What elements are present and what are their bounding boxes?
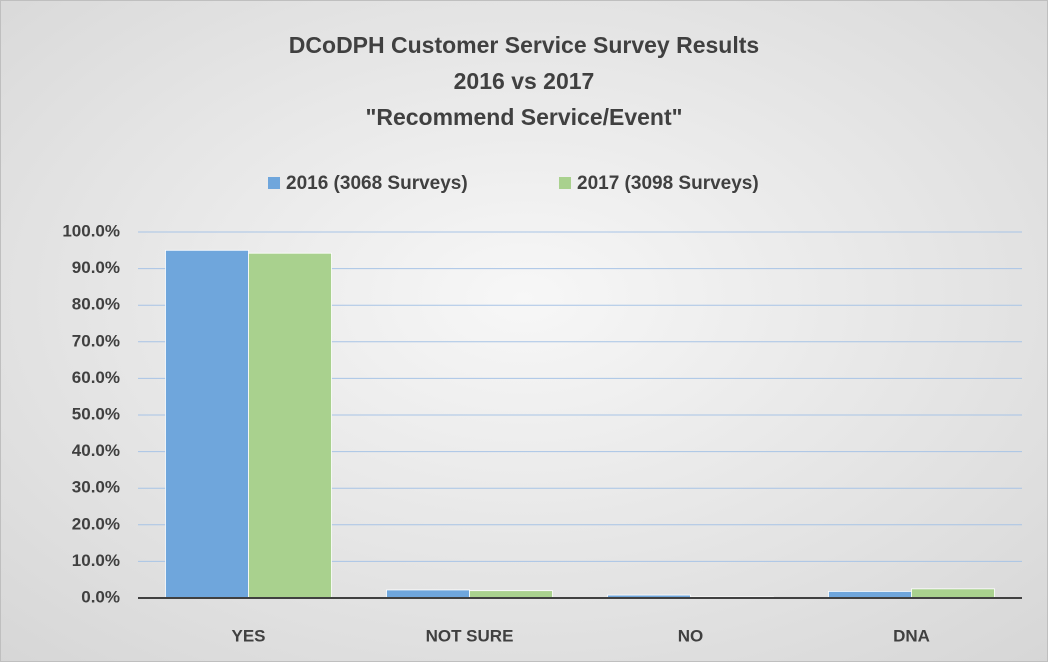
y-tick-label: 90.0%	[72, 258, 120, 277]
bar	[386, 589, 470, 599]
bar	[469, 590, 553, 599]
bar	[911, 588, 995, 599]
bar	[248, 252, 332, 599]
chart-title: 2016 vs 2017	[454, 68, 595, 94]
x-tick-label: DNA	[893, 626, 930, 645]
bar	[165, 249, 249, 599]
y-tick-label: 60.0%	[72, 368, 120, 387]
y-tick-label: 20.0%	[72, 514, 120, 533]
y-tick-label: 40.0%	[72, 441, 120, 460]
y-tick-label: 30.0%	[72, 478, 120, 497]
legend-swatch	[268, 177, 280, 189]
chart-title: "Recommend Service/Event"	[365, 104, 682, 130]
y-tick-label: 0.0%	[81, 587, 120, 606]
legend-label: 2016 (3068 Surveys)	[286, 173, 468, 194]
legend-swatch	[559, 177, 571, 189]
y-tick-label: 100.0%	[62, 221, 120, 240]
y-tick-label: 50.0%	[72, 404, 120, 423]
y-tick-label: 80.0%	[72, 295, 120, 314]
y-tick-label: 70.0%	[72, 331, 120, 350]
chart-title: DCoDPH Customer Service Survey Results	[289, 32, 759, 58]
x-tick-label: NO	[678, 626, 704, 645]
x-tick-label: YES	[231, 626, 265, 645]
x-tick-label: NOT SURE	[426, 626, 514, 645]
y-tick-label: 10.0%	[72, 551, 120, 570]
legend-label: 2017 (3098 Surveys)	[577, 173, 759, 194]
